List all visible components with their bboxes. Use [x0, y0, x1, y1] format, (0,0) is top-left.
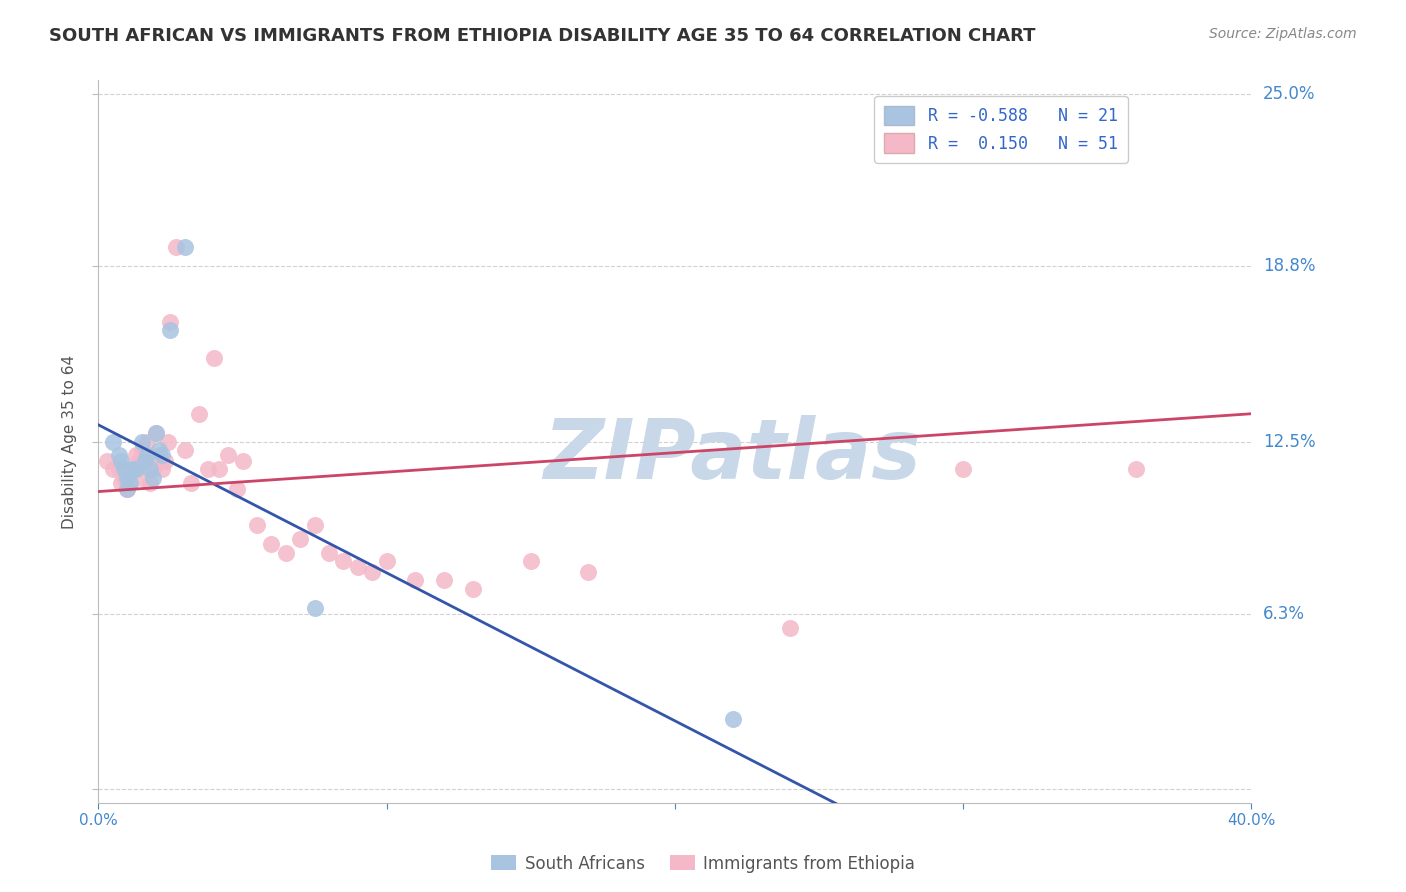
Point [225, 482, 247, 496]
Point [159, 315, 181, 329]
Point [318, 546, 340, 560]
Point [461, 582, 484, 596]
Point [128, 454, 150, 468]
Text: Source: ZipAtlas.com: Source: ZipAtlas.com [1209, 27, 1357, 41]
Legend: South Africans, Immigrants from Ethiopia: South Africans, Immigrants from Ethiopia [485, 848, 921, 880]
Point [1125, 462, 1147, 476]
Point [112, 470, 135, 484]
Text: ZIPatlas: ZIPatlas [544, 416, 921, 497]
Legend: R = -0.588   N = 21, R =  0.150   N = 51: R = -0.588 N = 21, R = 0.150 N = 51 [875, 95, 1128, 162]
Point [208, 462, 231, 476]
Point [174, 442, 197, 457]
Point [122, 462, 145, 476]
Point [721, 713, 744, 727]
Point [153, 454, 176, 468]
Point [110, 454, 132, 468]
Point [136, 434, 159, 449]
Point [125, 462, 148, 476]
Point [231, 454, 254, 468]
Point [405, 574, 427, 588]
Point [188, 407, 211, 421]
Point [156, 434, 179, 449]
Point [578, 565, 600, 579]
Point [150, 462, 173, 476]
Text: SOUTH AFRICAN VS IMMIGRANTS FROM ETHIOPIA DISABILITY AGE 35 TO 64 CORRELATION CH: SOUTH AFRICAN VS IMMIGRANTS FROM ETHIOPI… [49, 27, 1036, 45]
Point [246, 517, 269, 532]
Point [165, 240, 187, 254]
Point [952, 462, 974, 476]
Point [260, 537, 283, 551]
Point [142, 462, 165, 476]
Point [779, 621, 801, 635]
Point [131, 470, 153, 484]
Point [107, 449, 129, 463]
Point [180, 476, 202, 491]
Text: 25.0%: 25.0% [1263, 85, 1316, 103]
Point [96, 454, 118, 468]
Point [148, 442, 170, 457]
Point [101, 462, 124, 476]
Point [107, 462, 129, 476]
Point [174, 240, 197, 254]
Point [142, 470, 165, 484]
Point [217, 449, 239, 463]
Point [145, 426, 167, 441]
Point [139, 476, 162, 491]
Point [375, 554, 398, 568]
Point [197, 462, 219, 476]
Point [433, 574, 456, 588]
Point [332, 554, 354, 568]
Point [117, 482, 139, 496]
Y-axis label: Disability Age 35 to 64: Disability Age 35 to 64 [62, 354, 77, 529]
Point [122, 462, 145, 476]
Point [117, 470, 139, 484]
Text: 18.8%: 18.8% [1263, 258, 1316, 276]
Point [290, 532, 312, 546]
Point [110, 476, 132, 491]
Text: 12.5%: 12.5% [1263, 433, 1316, 450]
Point [131, 442, 153, 457]
Point [112, 462, 135, 476]
Point [131, 434, 153, 449]
Point [520, 554, 543, 568]
Point [346, 559, 368, 574]
Point [117, 462, 139, 476]
Point [136, 449, 159, 463]
Point [120, 476, 142, 491]
Point [304, 517, 326, 532]
Point [120, 476, 142, 491]
Point [125, 449, 148, 463]
Point [159, 323, 181, 337]
Point [274, 546, 297, 560]
Point [117, 482, 139, 496]
Point [101, 434, 124, 449]
Point [148, 449, 170, 463]
Point [139, 462, 162, 476]
Point [145, 426, 167, 441]
Point [304, 601, 326, 615]
Point [202, 351, 225, 366]
Point [134, 454, 156, 468]
Point [150, 449, 173, 463]
Point [361, 565, 384, 579]
Point [134, 454, 156, 468]
Text: 6.3%: 6.3% [1263, 605, 1305, 623]
